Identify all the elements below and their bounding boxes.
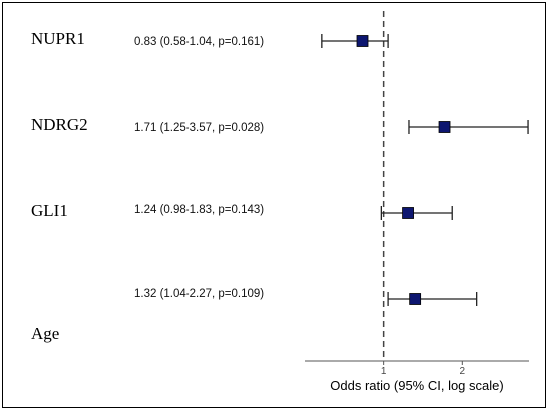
row-label: NUPR1 — [31, 29, 85, 48]
forest-plot: NUPR1 NDRG2 GLI1 Age 0.83 (0.58-1.04, p=0.1… — [31, 11, 529, 393]
stat-label: 1.24 (0.98-1.83, p=0.143) — [134, 204, 264, 216]
x-tick-label: 2 — [460, 366, 466, 377]
row-label: NDRG2 — [31, 115, 88, 134]
figure-frame: NUPR1 NDRG2 GLI1 Age 0.83 (0.58-1.04, p=0.1… — [2, 2, 546, 408]
x-tick-label: 1 — [381, 366, 387, 377]
estimate-marker — [402, 207, 414, 219]
estimate-marker — [409, 293, 422, 305]
estimate-marks — [321, 34, 529, 306]
estimate-marker — [438, 121, 451, 133]
stat-label: 1.71 (1.25-3.57, p=0.028) — [134, 122, 264, 134]
stat-label: 1.32 (1.04-2.27, p=0.109) — [134, 288, 264, 300]
stat-labels: 0.83 (0.58-1.04, p=0.161) 1.71 (1.25-3.57… — [134, 36, 264, 300]
estimate-marker — [356, 35, 369, 47]
row-labels: NUPR1 NDRG2 GLI1 Age — [31, 29, 88, 343]
stat-label: 0.83 (0.58-1.04, p=0.161) — [134, 36, 264, 48]
x-axis-title: Odds ratio (95% CI, log scale) — [330, 378, 503, 393]
row-label: Age — [31, 324, 59, 343]
row-label: GLI1 — [31, 201, 68, 220]
